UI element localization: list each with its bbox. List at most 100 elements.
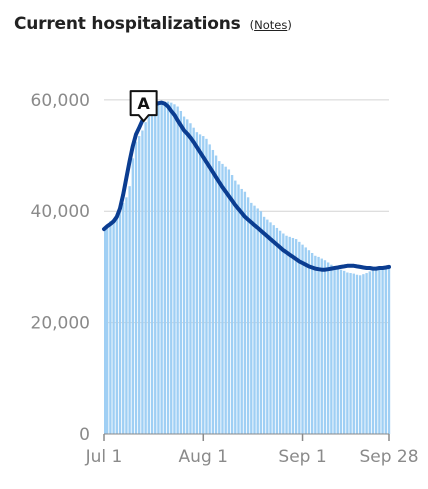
bar <box>179 110 183 434</box>
notes-close-paren: ) <box>287 18 292 32</box>
bar <box>157 104 160 434</box>
notes-link-wrapper: (Notes) <box>250 18 292 32</box>
bar <box>349 273 352 434</box>
bar <box>205 138 208 435</box>
bar <box>118 211 122 434</box>
x-tick-label: Jul 1 <box>85 447 123 467</box>
bar <box>186 119 189 434</box>
bar <box>256 208 259 434</box>
bar <box>214 155 218 435</box>
chart-header: Current hospitalizations (Notes) <box>14 14 292 42</box>
y-tick-label: 0 <box>79 425 90 445</box>
bar <box>150 108 154 434</box>
bar <box>208 144 211 434</box>
y-tick-label: 40,000 <box>31 202 90 222</box>
bar <box>365 273 368 434</box>
bar <box>230 175 234 434</box>
bar <box>320 258 323 434</box>
bar <box>269 222 272 434</box>
bar <box>275 227 279 434</box>
bar <box>189 123 192 434</box>
bar <box>125 197 128 434</box>
annotation-marker[interactable] <box>129 90 158 123</box>
bar <box>163 102 167 434</box>
bar <box>141 130 144 434</box>
bar <box>234 180 237 434</box>
bar <box>298 241 301 434</box>
bar <box>246 197 250 434</box>
bar <box>112 219 115 434</box>
bar <box>272 225 275 434</box>
bar <box>387 267 391 434</box>
bar <box>346 272 349 434</box>
bar <box>371 270 375 434</box>
annotation-label: A <box>137 94 150 113</box>
bar <box>314 255 317 434</box>
bar <box>221 163 224 434</box>
bar <box>138 136 141 435</box>
bar <box>176 106 179 434</box>
bar <box>358 275 362 434</box>
axes: 0 20,000 40,000 60,000 Jul 1 Aug 1 Sep 1 Sep 28 <box>31 91 419 467</box>
bar <box>147 113 151 435</box>
bar <box>323 260 327 434</box>
bar <box>211 149 215 434</box>
bar <box>182 116 186 435</box>
bar <box>266 219 269 434</box>
bar <box>202 136 205 435</box>
bar <box>339 269 343 434</box>
bar <box>342 270 346 434</box>
bar <box>282 233 285 434</box>
bar <box>326 262 330 434</box>
bar <box>104 227 107 434</box>
bar <box>173 104 176 434</box>
bar <box>355 274 359 434</box>
bar <box>250 202 253 434</box>
bar <box>195 132 199 434</box>
bar <box>333 266 336 434</box>
bar <box>278 230 282 434</box>
bar <box>381 268 384 434</box>
bar <box>368 271 371 434</box>
y-tick-label: 20,000 <box>31 314 90 334</box>
bar <box>170 102 173 434</box>
bar <box>192 127 195 434</box>
bar <box>154 105 157 435</box>
bar <box>115 216 118 434</box>
bar <box>330 264 333 434</box>
bar <box>285 235 288 434</box>
bar <box>288 236 291 434</box>
bar <box>317 256 320 434</box>
bar <box>240 188 243 434</box>
x-tick-label: Aug 1 <box>179 447 228 467</box>
bar <box>122 202 125 434</box>
annotations[interactable]: A <box>129 90 158 123</box>
bar <box>352 273 355 434</box>
bar <box>134 141 138 434</box>
notes-open-paren: ( <box>249 18 255 32</box>
bar <box>375 269 378 434</box>
bar <box>131 158 135 435</box>
bar <box>378 269 381 434</box>
bar <box>259 211 263 434</box>
bar <box>198 134 202 435</box>
notes-link[interactable]: Notes <box>254 18 288 32</box>
bar <box>304 247 307 434</box>
bar <box>224 166 227 434</box>
bar <box>243 191 247 434</box>
bar <box>291 237 295 434</box>
bar <box>106 225 109 434</box>
x-tick-label: Sep 28 <box>359 447 418 467</box>
bar <box>160 102 163 434</box>
bar <box>109 221 112 434</box>
bar <box>218 161 221 434</box>
bar <box>166 101 170 435</box>
bar <box>310 253 314 434</box>
bar <box>253 205 256 434</box>
bar <box>128 186 131 434</box>
chart-title: Current hospitalizations <box>14 14 241 34</box>
bar <box>262 216 266 434</box>
bar <box>307 250 311 434</box>
bar <box>362 274 365 434</box>
